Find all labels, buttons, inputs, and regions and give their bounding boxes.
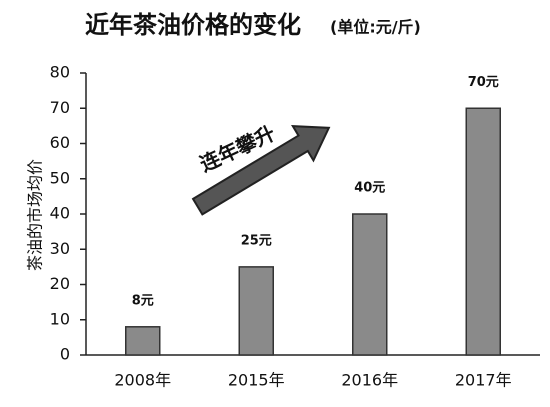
x-tick-label: 2016年 (341, 371, 398, 390)
chart-title: 近年茶油价格的变化 (85, 11, 301, 39)
x-tick-label: 2008年 (114, 371, 171, 390)
value-label: 8元 (132, 293, 154, 308)
trend-arrow (191, 125, 331, 216)
chart-subtitle: (单位:元/斤) (330, 18, 421, 37)
y-tick-label: 30 (50, 239, 70, 258)
value-label: 70元 (468, 75, 499, 90)
y-tick-label: 10 (50, 309, 70, 328)
y-tick-label: 80 (50, 63, 70, 82)
value-label: 25元 (241, 233, 272, 248)
y-tick-label: 40 (50, 204, 70, 223)
y-tick-label: 20 (50, 274, 70, 293)
bar (238, 266, 274, 356)
y-axis-label: 茶油的市场均价 (26, 159, 45, 271)
y-tick-label: 0 (60, 345, 70, 364)
bar (352, 213, 388, 356)
value-label: 40元 (354, 181, 385, 196)
bar (125, 326, 161, 356)
x-tick-label: 2015年 (228, 371, 285, 390)
y-tick-label: 70 (50, 98, 70, 117)
y-tick-label: 60 (50, 133, 70, 152)
y-tick-label: 50 (50, 168, 70, 187)
bar (465, 107, 501, 356)
x-tick-label: 2017年 (455, 371, 512, 390)
